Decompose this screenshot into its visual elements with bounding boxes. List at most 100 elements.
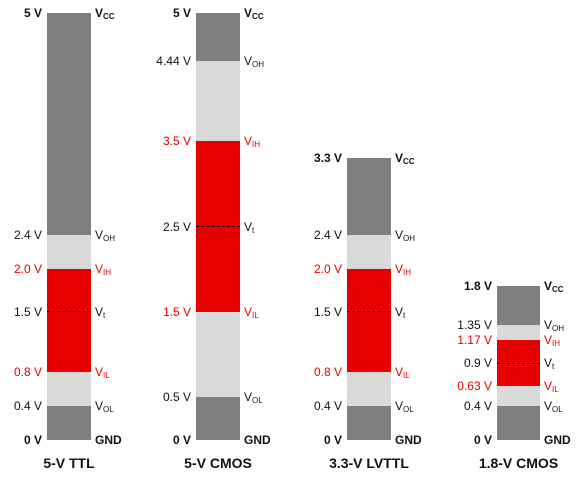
level-symbol-subscript: CC xyxy=(403,157,415,167)
level-symbol-main: GND xyxy=(244,433,271,447)
low-noise-margin-band xyxy=(47,371,91,406)
level-symbol-main: V xyxy=(95,364,104,379)
level-symbol-main: V xyxy=(395,304,404,319)
voltage-value-label: 0.8 V xyxy=(313,364,342,379)
level-symbol-main: GND xyxy=(95,433,122,447)
high-noise-margin-band xyxy=(196,60,240,142)
level-symbol-subscript: CC xyxy=(103,12,115,21)
low-noise-margin-band xyxy=(347,371,391,406)
level-symbol-main: GND xyxy=(395,433,422,447)
level-symbol-label: VIL xyxy=(544,379,559,397)
level-symbol-label: VOH xyxy=(544,318,564,336)
level-symbol-main: V xyxy=(544,317,553,332)
level-symbol-label: VOL xyxy=(544,399,563,417)
family-title: 5-V CMOS xyxy=(184,455,252,471)
output-low-band xyxy=(47,405,91,440)
level-symbol-label: VCC xyxy=(395,151,415,169)
level-symbol-label: Vt xyxy=(544,356,554,374)
voltage-value-label: 0 V xyxy=(473,433,492,447)
level-symbol-main: V xyxy=(95,228,104,243)
level-symbol-subscript: OL xyxy=(552,404,563,414)
level-symbol-label: GND xyxy=(544,433,571,447)
level-symbol-main: V xyxy=(544,356,553,371)
level-symbol-main: V xyxy=(95,262,104,277)
level-symbol-subscript: IH xyxy=(252,140,261,150)
voltage-value-label: 2.0 V xyxy=(313,262,342,277)
level-symbol-main: V xyxy=(544,333,553,348)
level-symbol-label: VOL xyxy=(244,390,263,408)
voltage-value-label: 0 V xyxy=(172,433,191,447)
family-title: 3.3-V LVTTL xyxy=(329,455,409,471)
level-symbol-subscript: IH xyxy=(403,268,412,278)
voltage-value-label: 1.35 V xyxy=(457,317,492,332)
level-symbol-label: VCC xyxy=(544,279,564,297)
family-title: 1.8-V CMOS xyxy=(478,455,559,471)
voltage-value-label: 2.4 V xyxy=(313,228,342,243)
voltage-value-label: 0 V xyxy=(23,433,42,447)
level-symbol-label: VOL xyxy=(95,399,114,417)
voltage-value-label: 3.3 V xyxy=(313,151,342,166)
output-low-band xyxy=(347,405,391,440)
level-symbol-subscript: IL xyxy=(403,370,410,380)
level-symbol-subscript: t xyxy=(552,362,555,372)
level-symbol-subscript: IL xyxy=(552,385,559,395)
level-symbol-subscript: OH xyxy=(552,323,565,333)
voltage-value-label: 0.4 V xyxy=(13,398,42,413)
level-symbol-label: Vt xyxy=(395,305,405,323)
voltage-value-label: 0.4 V xyxy=(463,398,492,413)
level-symbol-label: VOL xyxy=(395,399,414,417)
level-symbol-main: V xyxy=(395,228,404,243)
output-high-band xyxy=(347,158,391,236)
level-symbol-subscript: OH xyxy=(403,234,416,244)
voltage-value-label: 3.5 V xyxy=(162,134,191,149)
level-symbol-main: V xyxy=(244,304,253,319)
level-symbol-subscript: IH xyxy=(552,339,561,349)
level-symbol-label: VIL xyxy=(395,365,410,383)
level-symbol-label: VIH xyxy=(244,134,260,152)
voltage-value-label: 0 V xyxy=(323,433,342,447)
voltage-value-label: 5 V xyxy=(23,6,42,20)
low-noise-margin-band xyxy=(196,311,240,398)
voltage-value-label: 1.5 V xyxy=(313,304,342,319)
voltage-value-label: 1.8 V xyxy=(463,279,492,294)
output-high-band xyxy=(47,13,91,236)
high-noise-margin-band xyxy=(47,235,91,270)
level-symbol-label: VIL xyxy=(244,305,259,323)
level-symbol-label: VCC xyxy=(95,6,115,24)
level-symbol-main: V xyxy=(244,53,253,68)
high-noise-margin-band xyxy=(497,324,540,341)
level-symbol-main: V xyxy=(95,304,104,319)
output-high-band xyxy=(196,13,240,61)
level-symbol-subscript: t xyxy=(103,310,106,320)
level-symbol-subscript: IL xyxy=(103,370,110,380)
level-symbol-subscript: CC xyxy=(252,12,264,21)
voltage-value-label: 0.8 V xyxy=(13,364,42,379)
level-symbol-label: VOH xyxy=(95,228,115,246)
voltage-value-label: 0.63 V xyxy=(457,379,492,394)
family-title: 5-V TTL xyxy=(43,455,95,471)
level-symbol-main: V xyxy=(244,134,253,149)
level-symbol-main: GND xyxy=(544,433,571,447)
level-symbol-main: V xyxy=(95,6,104,20)
level-symbol-label: VIH xyxy=(95,262,111,280)
voltage-value-label: 0.5 V xyxy=(162,390,191,405)
level-symbol-main: V xyxy=(395,364,404,379)
level-symbol-label: VCC xyxy=(244,6,264,24)
voltage-value-label: 0.4 V xyxy=(313,398,342,413)
voltage-value-label: 1.5 V xyxy=(13,304,42,319)
voltage-value-label: 5 V xyxy=(172,6,191,20)
voltage-value-label: 2.0 V xyxy=(13,262,42,277)
threshold-line xyxy=(196,226,240,227)
level-symbol-label: GND xyxy=(95,433,122,447)
threshold-line xyxy=(497,362,540,364)
level-symbol-subscript: OH xyxy=(252,59,265,69)
level-symbol-label: VIL xyxy=(95,365,110,383)
level-symbol-label: VIH xyxy=(544,333,560,351)
undefined-input-band xyxy=(47,269,91,372)
level-symbol-label: Vt xyxy=(95,305,105,323)
level-symbol-label: GND xyxy=(395,433,422,447)
level-symbol-subscript: OL xyxy=(403,404,414,414)
